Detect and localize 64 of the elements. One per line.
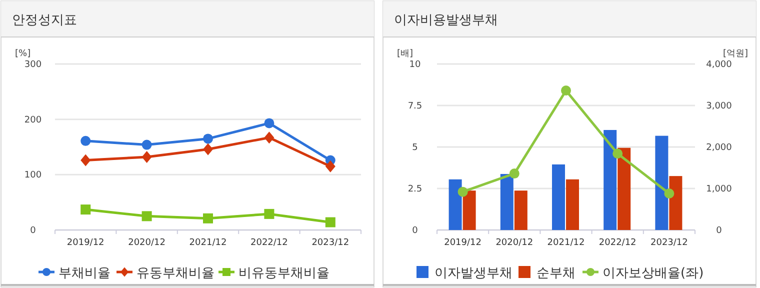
point (458, 186, 468, 197)
y-tick-label: 10 (409, 60, 421, 70)
bar (448, 179, 462, 230)
x-tick-label: 2019/12 (444, 238, 482, 248)
x-tick-label: 2022/12 (250, 238, 288, 248)
y-axis-title: [%] (15, 49, 31, 59)
point (509, 168, 520, 179)
y2-tick-label: 3,000 (706, 102, 732, 112)
bar (566, 179, 579, 230)
bar (604, 130, 617, 230)
x-tick-label: 2021/12 (547, 238, 585, 248)
point (142, 140, 152, 150)
y2-axis-title: [억원] (723, 49, 748, 59)
x-tick-label: 2019/12 (66, 238, 104, 248)
bar (500, 174, 514, 230)
legend-label: 순부채 (536, 266, 576, 281)
chart-title: 이자비용발생부채 (394, 13, 498, 28)
y-tick-label: 200 (24, 115, 42, 126)
x-tick-label: 2023/12 (650, 238, 688, 248)
chart-title: 안정성지표 (12, 13, 77, 28)
y-tick-label: 0 (412, 226, 418, 236)
y-axis-title: [배] (397, 49, 414, 59)
y-tick-label: 2.5 (408, 184, 422, 194)
point (203, 143, 213, 156)
y2-tick-label: 1,000 (706, 184, 732, 194)
x-tick-label: 2021/12 (189, 238, 227, 248)
point (264, 132, 274, 144)
point (612, 148, 623, 159)
point (325, 217, 336, 228)
point (80, 204, 91, 215)
bar (514, 190, 528, 230)
legend-label: 비유동부채비율 (238, 266, 330, 281)
point (264, 208, 274, 219)
point (203, 213, 213, 224)
bar (669, 176, 682, 230)
y-tick-label: 300 (24, 60, 42, 70)
x-tick-label: 2020/12 (128, 238, 166, 248)
bar (462, 190, 476, 230)
x-tick-label: 2020/12 (496, 238, 534, 248)
point (142, 211, 152, 222)
bar (618, 148, 631, 230)
point (561, 86, 571, 96)
y-tick-label: 5 (412, 143, 418, 153)
y-tick-label: 100 (24, 170, 42, 181)
x-tick-label: 2023/12 (312, 238, 350, 248)
legend-label: 부채비율 (58, 266, 110, 281)
point (80, 154, 91, 166)
x-tick-label: 2022/12 (598, 238, 636, 248)
bar (655, 136, 668, 230)
y2-tick-label: 2,000 (706, 143, 732, 153)
point (264, 118, 274, 128)
point (142, 150, 152, 163)
y2-tick-label: 4,000 (706, 60, 732, 70)
legend-label: 유동부채비율 (136, 266, 214, 281)
y-tick-label: 0 (30, 226, 36, 236)
point (203, 134, 213, 144)
point (664, 188, 674, 198)
point (325, 160, 336, 172)
point (80, 136, 91, 146)
legend-label: 이자발생부채 (434, 266, 512, 281)
y-tick-label: 7.5 (408, 102, 422, 112)
legend-label: 이자보상배율(좌) (602, 266, 704, 281)
y2-tick-label: 0 (716, 226, 722, 236)
bar (552, 164, 565, 230)
